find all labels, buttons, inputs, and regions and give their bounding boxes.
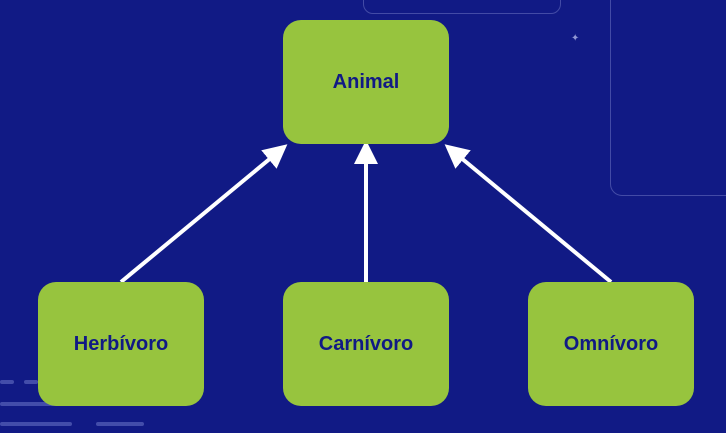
node-carnivoro: Carnívoro [283, 282, 449, 406]
decorative-line [96, 422, 144, 426]
node-label: Omnívoro [563, 332, 659, 355]
edge-herbivoro-to-animal [119, 144, 288, 284]
decorative-panel-right [610, 0, 726, 196]
node-animal: Animal [283, 20, 449, 144]
node-label: Carnívoro [318, 332, 414, 355]
decorative-panel-top [363, 0, 561, 14]
node-label: Animal [332, 70, 400, 93]
decorative-line [0, 380, 14, 384]
edge-omnivoro-to-animal [444, 144, 613, 284]
decorative-line [0, 422, 72, 426]
sparkle-icon: ✦ [571, 33, 580, 44]
decorative-line [24, 380, 38, 384]
decorative-line [0, 402, 60, 406]
node-herbivoro: Herbívoro [38, 282, 204, 406]
node-omnivoro: Omnívoro [528, 282, 694, 406]
node-label: Herbívoro [73, 332, 169, 355]
